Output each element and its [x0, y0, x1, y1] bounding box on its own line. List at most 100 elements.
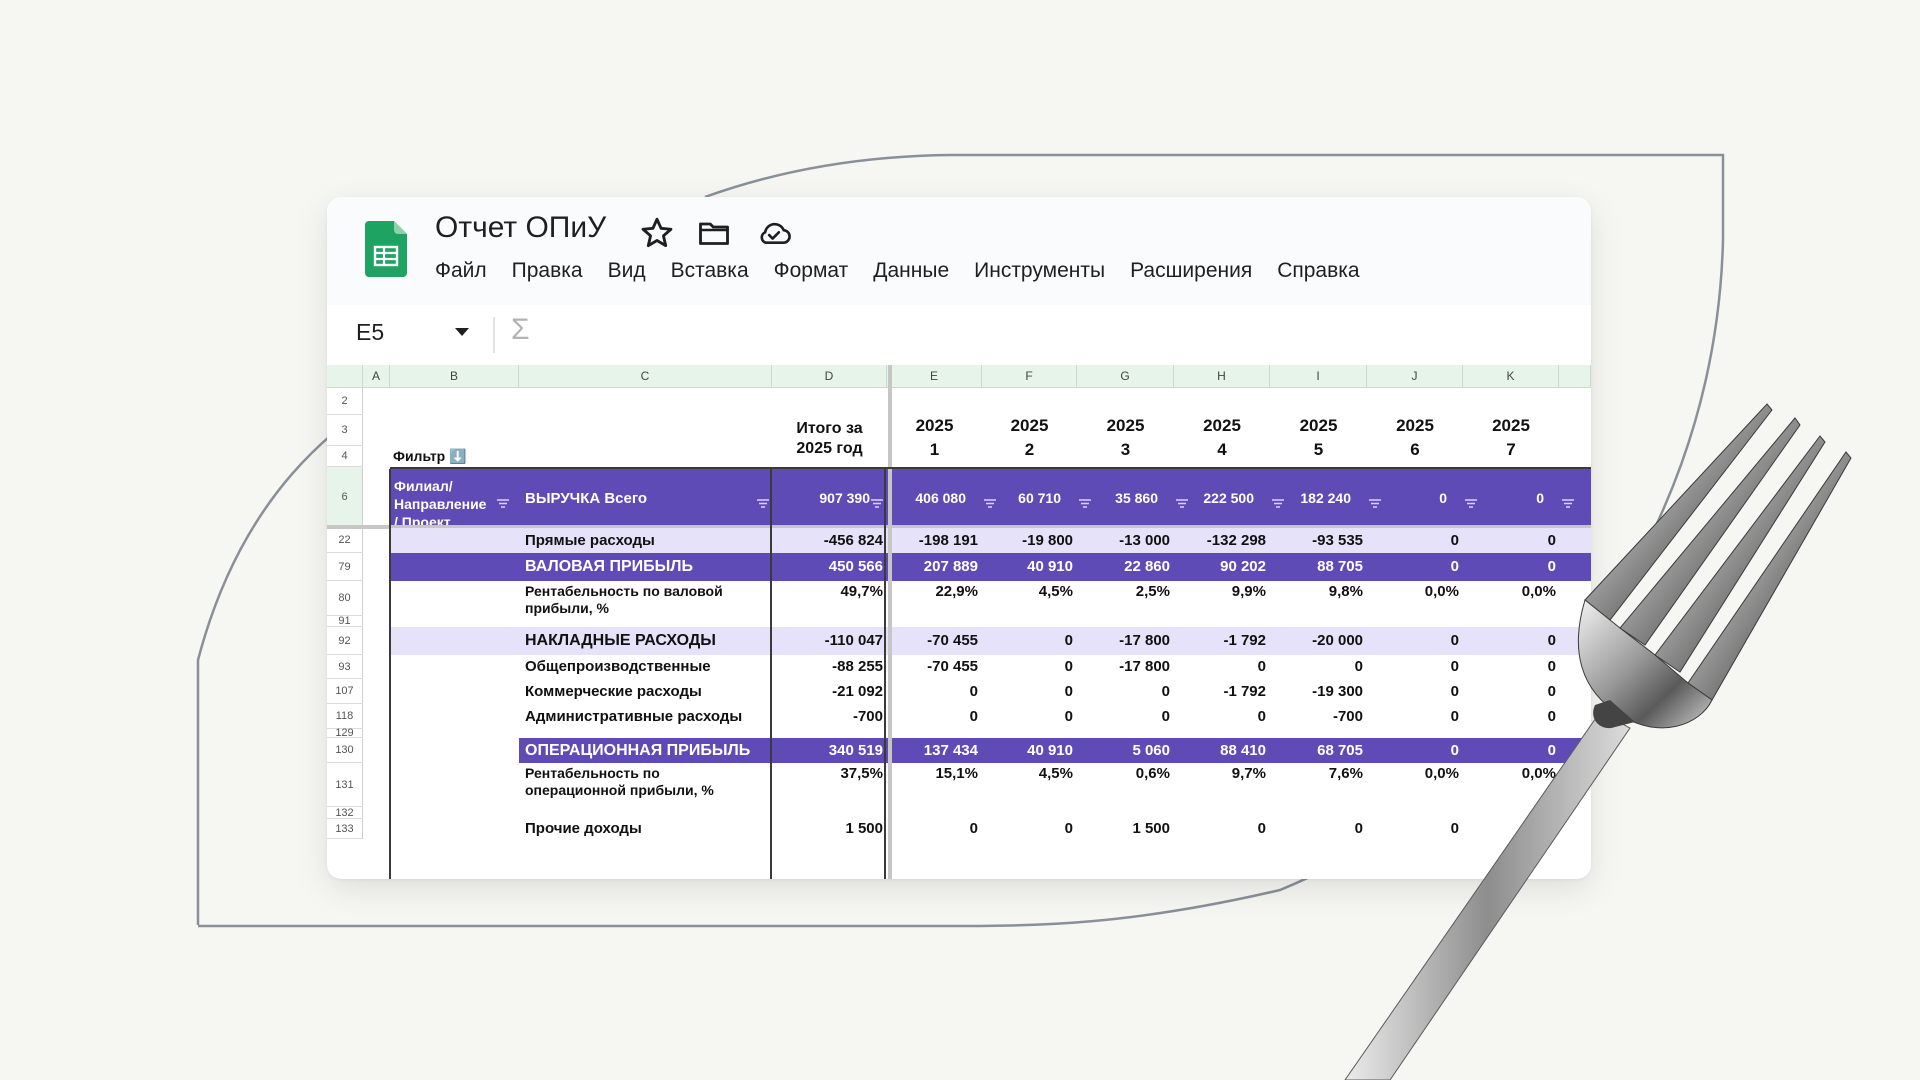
row-value[interactable]: 40 910 [1027, 742, 1073, 759]
column-header-g[interactable]: G [1077, 365, 1174, 388]
row-value[interactable]: -17 800 [1119, 658, 1170, 675]
row-value[interactable]: 0 [1064, 820, 1073, 837]
row-value[interactable]: 137 434 [923, 742, 978, 759]
row-value[interactable]: 0,0% [1521, 765, 1556, 782]
row-value[interactable]: -1 792 [1223, 632, 1266, 649]
menu-data[interactable]: Данные [873, 259, 950, 282]
row-header-118[interactable]: 118 [327, 704, 363, 729]
row-value[interactable]: -17 800 [1119, 632, 1170, 649]
menu-insert[interactable]: Вставка [670, 259, 749, 282]
row-label[interactable]: НАКЛАДНЫЕ РАСХОДЫ [525, 632, 716, 649]
row-value[interactable]: -1 792 [1223, 683, 1266, 700]
row-value[interactable]: 0 [1354, 820, 1363, 837]
row-value[interactable]: 0,6% [1135, 765, 1170, 782]
row-value[interactable]: 0 [1064, 632, 1073, 649]
row-value[interactable]: 40 910 [1027, 558, 1073, 575]
row-value[interactable]: 0 [1450, 658, 1459, 675]
row-total[interactable]: 37,5% [840, 765, 883, 782]
row-header-2[interactable]: 2 [327, 388, 363, 415]
row-value[interactable]: 22 860 [1124, 558, 1170, 575]
folder-icon[interactable] [696, 215, 732, 251]
filter-label[interactable]: Фильтр ⬇️ [393, 448, 467, 464]
menu-file[interactable]: Файл [435, 259, 487, 282]
row-value[interactable]: -132 298 [1206, 532, 1266, 549]
filter-icon[interactable] [497, 495, 509, 508]
row-value[interactable]: -20 000 [1312, 632, 1363, 649]
sheets-logo-icon[interactable] [365, 221, 407, 277]
row-value[interactable]: 0 [969, 708, 978, 725]
row-value[interactable]: 1 500 [1132, 820, 1170, 837]
row-label[interactable]: Общепроизводственные [525, 658, 711, 675]
filter-icon[interactable] [1272, 495, 1284, 508]
row-header-22[interactable]: 22 [327, 528, 363, 553]
star-icon[interactable] [639, 215, 675, 251]
row-value[interactable]: 5 060 [1132, 742, 1170, 759]
column-header-a[interactable]: A [363, 365, 390, 388]
row-label[interactable]: ОПЕРАЦИОННАЯ ПРИБЫЛЬ [525, 742, 751, 759]
column-header-d[interactable]: D [772, 365, 887, 388]
row-value[interactable]: 0 [1257, 708, 1266, 725]
row-total[interactable]: 49,7% [840, 583, 883, 600]
row-total[interactable]: -88 255 [832, 658, 883, 675]
row-header-4[interactable]: 4 [327, 446, 363, 467]
row-value[interactable]: 88 705 [1317, 558, 1363, 575]
row-value[interactable]: 0 [1450, 708, 1459, 725]
row-header-129[interactable]: 129 [327, 727, 363, 739]
row-label[interactable]: Рентабельность по валовой прибыли, % [525, 583, 723, 616]
row-value[interactable]: 0,0% [1521, 583, 1556, 600]
row-header-3[interactable]: 3 [327, 415, 363, 446]
menu-extensions[interactable]: Расширения [1130, 259, 1253, 282]
row-value[interactable]: -19 800 [1022, 532, 1073, 549]
row-header-131[interactable]: 131 [327, 763, 363, 807]
row-value[interactable]: 0 [1547, 632, 1556, 649]
column-header-i[interactable]: I [1270, 365, 1367, 388]
row-value[interactable]: 0 [1547, 658, 1556, 675]
row-header-92[interactable]: 92 [327, 627, 363, 655]
row-header-93[interactable]: 93 [327, 655, 363, 679]
row-value[interactable]: 0 [1257, 820, 1266, 837]
row-value[interactable]: -19 300 [1312, 683, 1363, 700]
row-value[interactable]: 2,5% [1135, 583, 1170, 600]
row-value[interactable]: 0 [1450, 532, 1459, 549]
column-header-b[interactable]: B [390, 365, 519, 388]
row-value[interactable]: -13 000 [1119, 532, 1170, 549]
row-value[interactable]: 9,7% [1231, 765, 1266, 782]
filter-icon[interactable] [984, 495, 996, 508]
row-label[interactable]: ВАЛОВАЯ ПРИБЫЛЬ [525, 558, 693, 575]
row-label[interactable]: Рентабельность по операционной прибыли, … [525, 765, 714, 798]
row-label[interactable]: Прямые расходы [525, 532, 655, 549]
row-value[interactable]: 0,0% [1424, 583, 1459, 600]
menu-view[interactable]: Вид [607, 259, 646, 282]
row-value[interactable]: 0 [1064, 658, 1073, 675]
filter-icon[interactable] [1369, 495, 1381, 508]
filter-icon[interactable] [1562, 495, 1574, 508]
dropdown-caret-icon[interactable] [454, 327, 470, 337]
row-header-80[interactable]: 80 [327, 581, 363, 616]
row-value[interactable]: 7,6% [1328, 765, 1363, 782]
row-value[interactable]: -70 455 [927, 658, 978, 675]
row-header-107[interactable]: 107 [327, 679, 363, 704]
row-value[interactable]: 0 [1161, 708, 1170, 725]
select-all-corner[interactable] [327, 365, 363, 388]
row-total[interactable]: -700 [852, 708, 883, 725]
row-value[interactable]: 0 [1450, 683, 1459, 700]
row-value[interactable]: 4,5% [1038, 765, 1073, 782]
name-box[interactable]: E5 [356, 319, 385, 345]
row-value[interactable]: 0 [1450, 742, 1459, 759]
row-value[interactable]: 0 [1064, 708, 1073, 725]
row-label[interactable]: Административные расходы [525, 708, 743, 725]
row-label[interactable]: Коммерческие расходы [525, 683, 702, 700]
row-total[interactable]: 340 519 [828, 742, 883, 759]
row-value[interactable]: 0 [1161, 683, 1170, 700]
row-total[interactable]: 450 566 [828, 558, 883, 575]
row-value[interactable]: 15,1% [935, 765, 978, 782]
row-value[interactable]: 0 [969, 683, 978, 700]
row-value[interactable]: -93 535 [1312, 532, 1363, 549]
row-value[interactable]: 22,9% [935, 583, 978, 600]
row-value[interactable]: 0 [1450, 820, 1459, 837]
menu-help[interactable]: Справка [1277, 259, 1360, 282]
filter-icon[interactable] [1176, 495, 1188, 508]
menu-tools[interactable]: Инструменты [974, 259, 1106, 282]
column-header-k[interactable]: K [1463, 365, 1559, 388]
row-value[interactable]: -70 455 [927, 632, 978, 649]
